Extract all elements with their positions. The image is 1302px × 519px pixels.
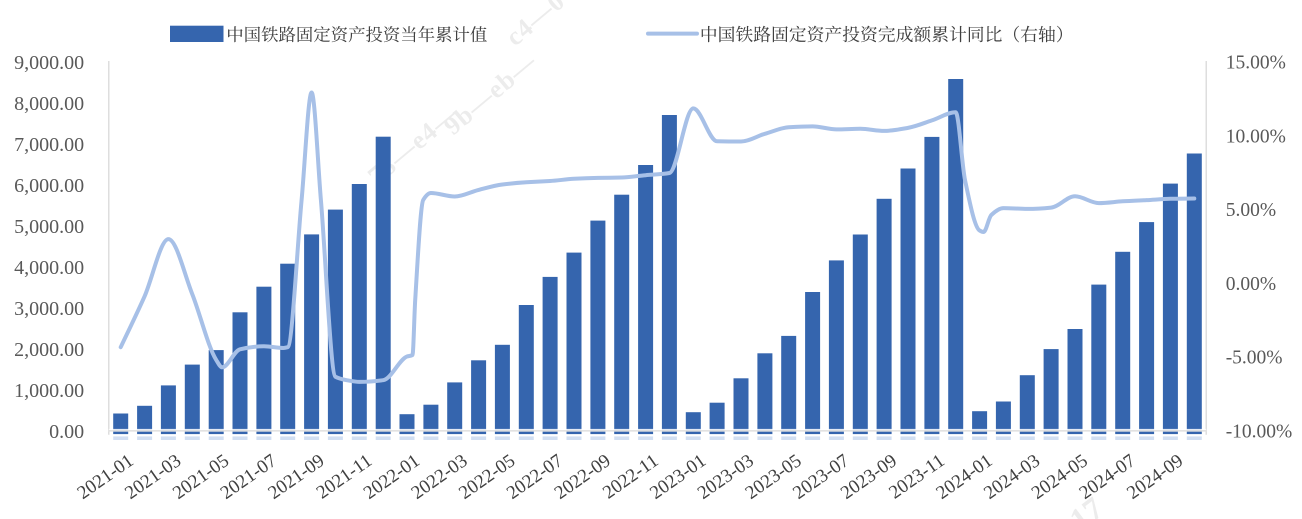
svg-text:9,000.00: 9,000.00 xyxy=(14,52,84,74)
svg-text:-5.00%: -5.00% xyxy=(1226,348,1283,369)
svg-text:2,000.00: 2,000.00 xyxy=(14,339,84,361)
svg-text:3,000.00: 3,000.00 xyxy=(14,298,84,320)
svg-text:0.00%: 0.00% xyxy=(1226,274,1276,295)
svg-text:5,000.00: 5,000.00 xyxy=(14,216,84,238)
svg-text:5.00%: 5.00% xyxy=(1226,200,1276,221)
svg-text:6,000.00: 6,000.00 xyxy=(14,175,84,197)
svg-text:8,000.00: 8,000.00 xyxy=(14,93,84,115)
svg-text:-10.00%: -10.00% xyxy=(1226,421,1293,442)
svg-text:7,000.00: 7,000.00 xyxy=(14,134,84,156)
svg-text:15.00%: 15.00% xyxy=(1226,53,1286,74)
svg-text:4,000.00: 4,000.00 xyxy=(14,257,84,279)
svg-text:1,000.00: 1,000.00 xyxy=(14,380,84,402)
svg-text:10.00%: 10.00% xyxy=(1226,126,1286,147)
svg-text:0.00: 0.00 xyxy=(49,421,84,443)
